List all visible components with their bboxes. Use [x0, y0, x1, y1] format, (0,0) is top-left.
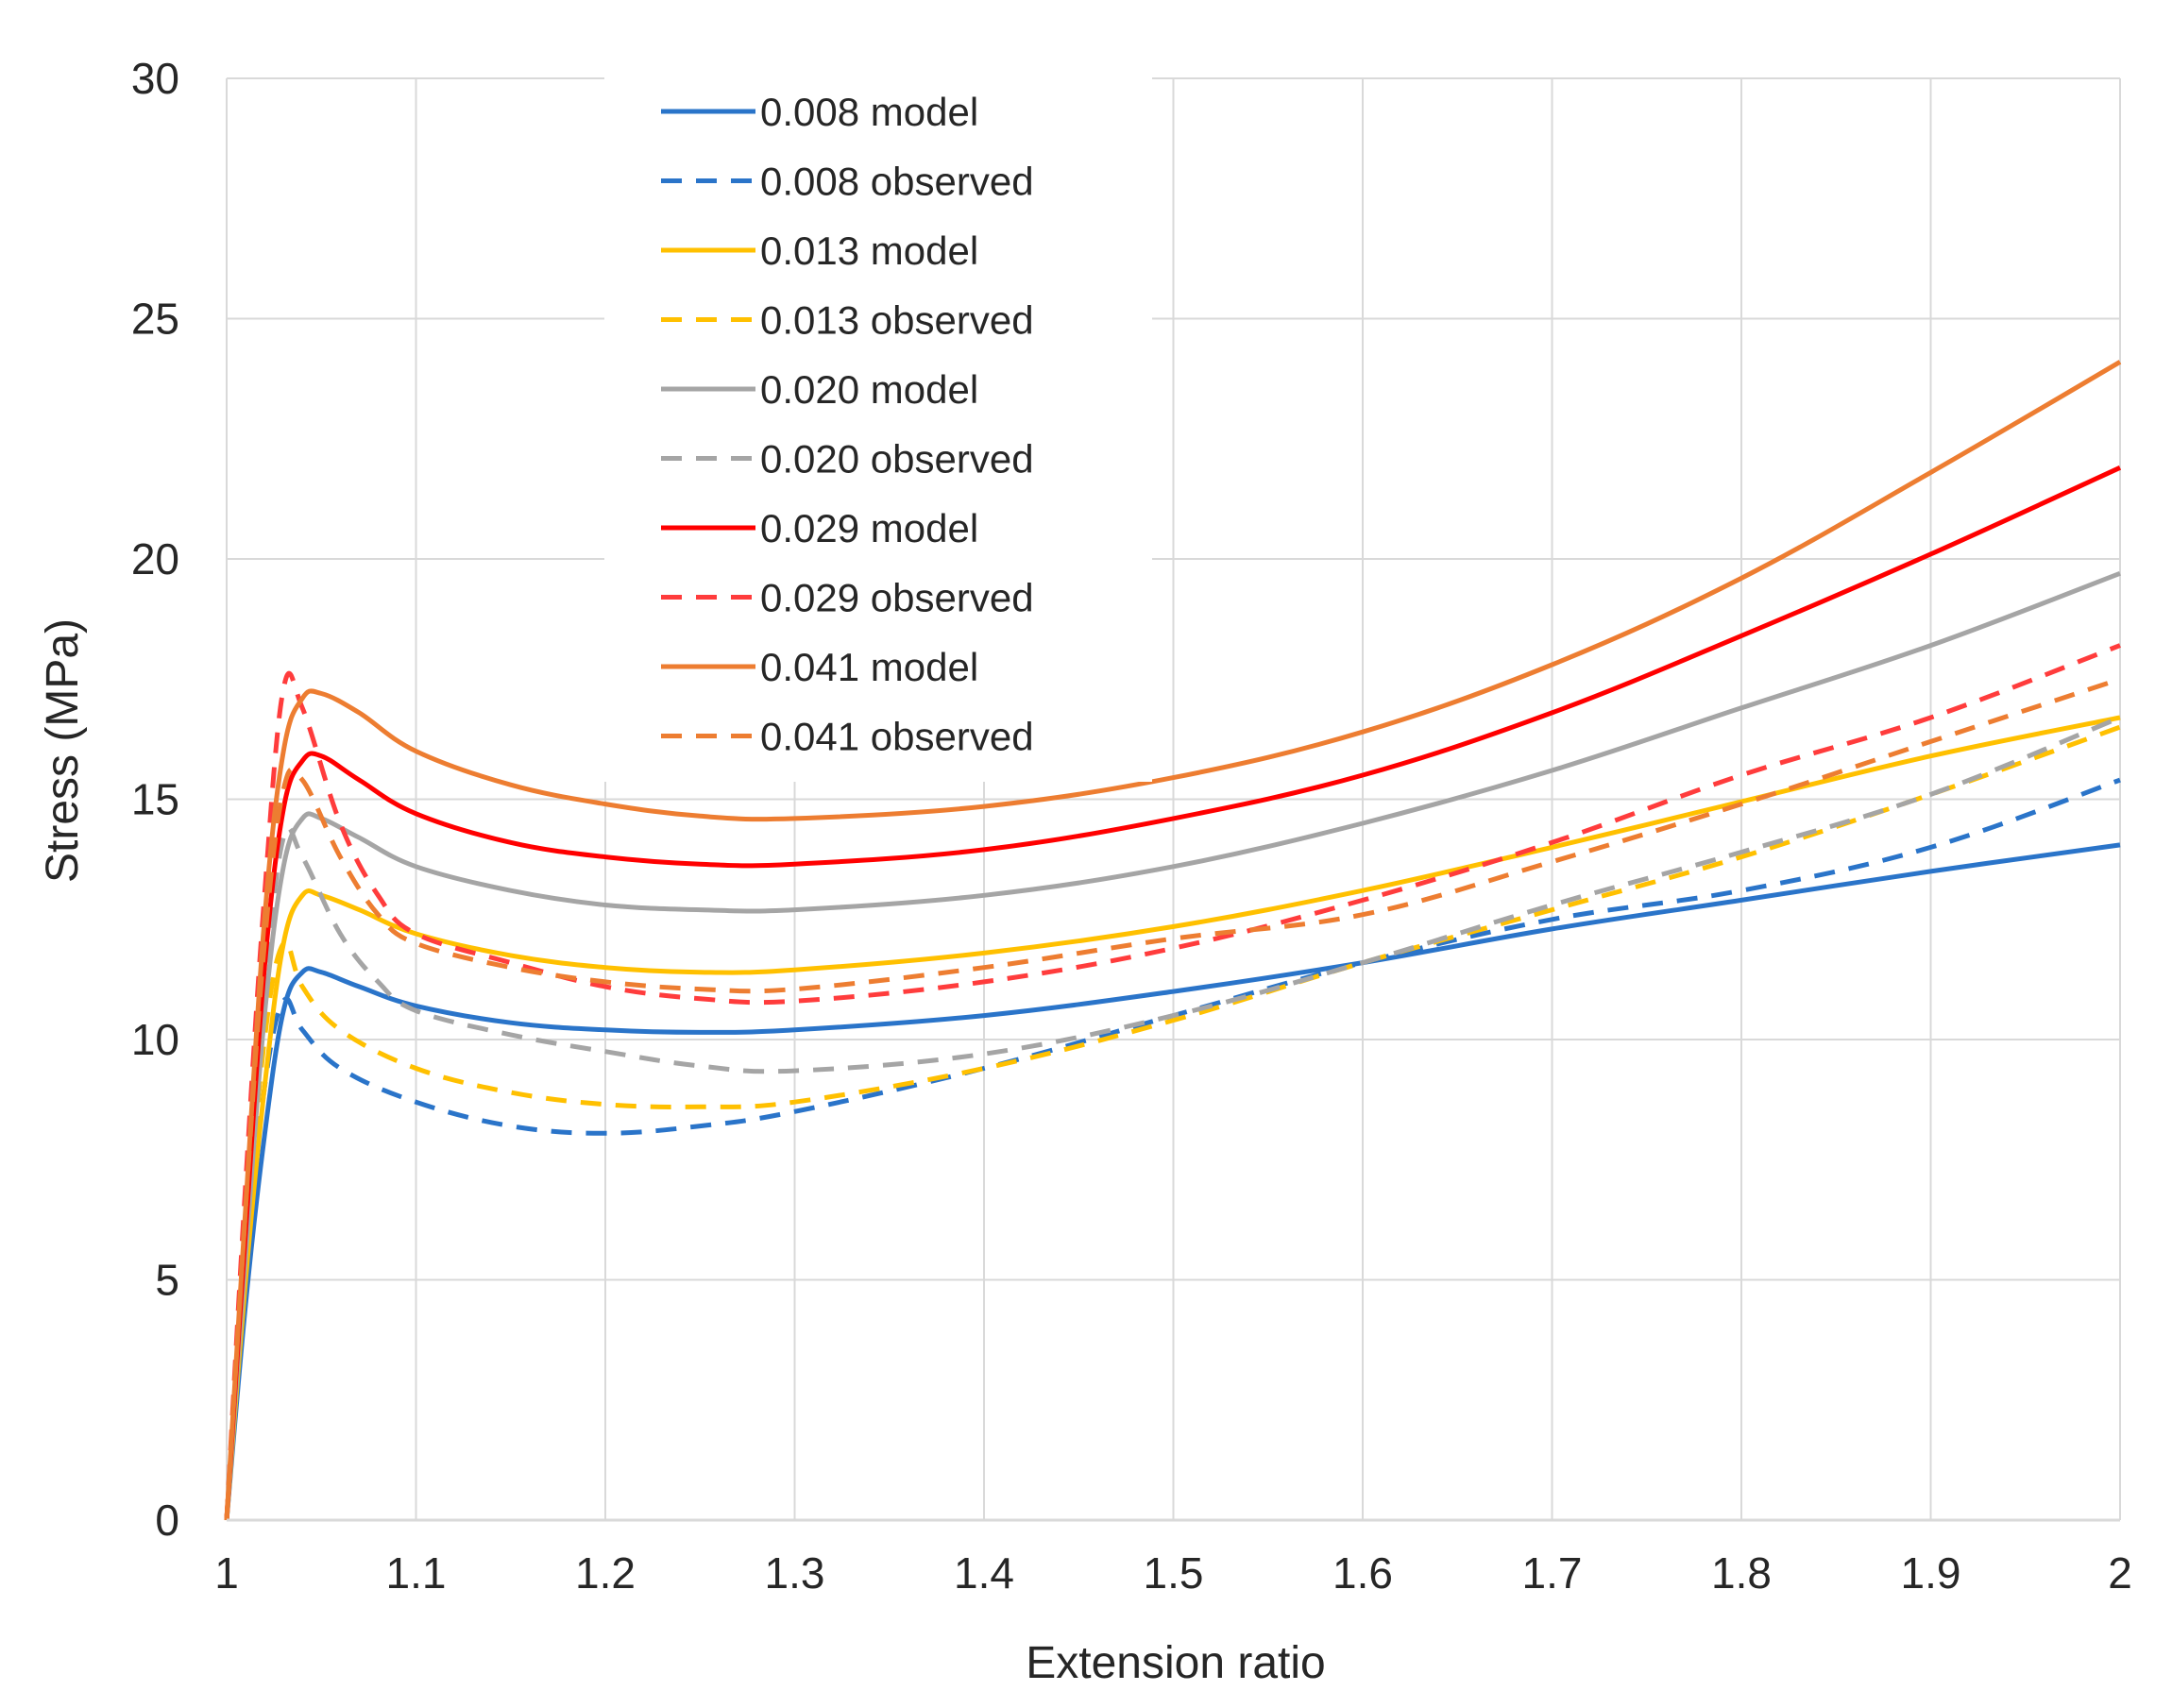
series-line-0-013-model — [224, 715, 2121, 1521]
legend-label-0-029-model: 0.029 model — [760, 506, 978, 550]
y-tick-label: 15 — [131, 775, 179, 824]
x-tick-label: 1.7 — [1522, 1548, 1583, 1598]
legend-label-0-008-model: 0.008 model — [760, 90, 978, 134]
series-line-0-008-observed — [224, 777, 2121, 1521]
x-tick-label: 1.5 — [1144, 1548, 1204, 1598]
series-line-0-020-model — [224, 570, 2121, 1521]
series-line-0-041-observed — [224, 676, 2121, 1521]
legend-label-0-013-observed: 0.013 observed — [760, 298, 1034, 343]
series-line-0-008-model — [224, 842, 2121, 1521]
y-tick-label: 5 — [155, 1256, 179, 1305]
legend: 0.008 model 0.008 observed 0.013 model 0.01… — [604, 69, 1152, 782]
series-line-0-020-observed — [224, 715, 2121, 1521]
y-tick-label: 20 — [131, 534, 179, 583]
x-axis-title: Extension ratio — [1026, 1638, 1326, 1688]
series-line-0-041-model — [224, 360, 2122, 1521]
series-line-0-029-model — [224, 465, 2122, 1521]
series-line-0-013-observed — [224, 724, 2121, 1521]
x-tick-label: 2 — [2108, 1548, 2132, 1598]
legend-label-0-029-observed: 0.029 observed — [760, 576, 1034, 620]
x-tick-label: 1.3 — [765, 1548, 825, 1598]
legend-label-0-020-model: 0.020 model — [760, 367, 978, 412]
y-tick-label: 30 — [131, 54, 179, 103]
legend-label-0-041-observed: 0.041 observed — [760, 715, 1034, 759]
y-tick-label: 25 — [131, 295, 179, 344]
series-lines — [224, 360, 2122, 1521]
x-tick-label: 1.6 — [1332, 1548, 1393, 1598]
x-tick-label: 1.2 — [575, 1548, 636, 1598]
x-tick-label: 1 — [214, 1548, 239, 1598]
x-tick-label: 1.1 — [386, 1548, 447, 1598]
x-tick-label: 1.4 — [954, 1548, 1014, 1598]
legend-label-0-013-model: 0.013 model — [760, 228, 978, 273]
y-tick-label: 10 — [131, 1015, 179, 1064]
x-tick-label: 1.8 — [1711, 1548, 1772, 1598]
y-axis-title: Stress (MPa) — [38, 618, 88, 883]
axes: 1 1.1 1.2 1.3 1.4 1.5 1.6 1.7 1.8 1.9 205101520253… — [131, 54, 2132, 1598]
legend-label-0-008-observed: 0.008 observed — [760, 160, 1034, 204]
legend-label-0-041-model: 0.041 model — [760, 645, 978, 689]
legend-background — [604, 69, 1152, 782]
y-tick-label: 0 — [155, 1496, 179, 1545]
x-tick-label: 1.9 — [1901, 1548, 1961, 1598]
legend-label-0-020-observed: 0.020 observed — [760, 437, 1034, 482]
